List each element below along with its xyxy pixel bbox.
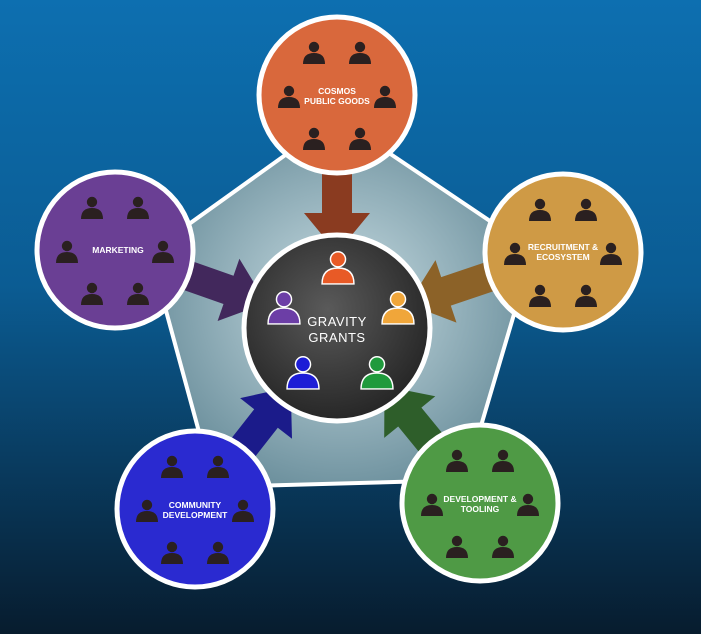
arrow-cosmos xyxy=(304,135,370,253)
node-development-label-line1: DEVELOPMENT & xyxy=(443,494,516,504)
node-cosmos-circle xyxy=(256,14,418,176)
center-member-icon xyxy=(381,291,415,325)
node-community-label-line2: DEVELOPMENT xyxy=(163,510,229,520)
node-cosmos-label-line1: COSMOS xyxy=(318,86,356,96)
center-member-icon xyxy=(360,356,394,390)
node-recruitment-label-line2: ECOSYSTEM xyxy=(536,252,589,262)
center-members xyxy=(267,251,415,390)
node-marketing: MARKETING xyxy=(34,169,196,331)
node-cosmos: COSMOS PUBLIC GOODS xyxy=(256,14,418,176)
node-community: COMMUNITY DEVELOPMENT xyxy=(114,428,276,590)
center-title-line2: GRANTS xyxy=(308,330,365,345)
outer-nodes: COSMOS PUBLIC GOODS RECRUITMENT & ECOSYS… xyxy=(34,14,644,590)
center-hub: GRAVITY GRANTS xyxy=(241,232,433,424)
node-development-label-line2: TOOLING xyxy=(461,504,500,514)
node-development-circle xyxy=(399,422,561,584)
center-member-icon xyxy=(321,251,355,285)
node-community-label-line1: COMMUNITY xyxy=(169,500,222,510)
node-community-circle xyxy=(114,428,276,590)
center-member-icon xyxy=(267,291,301,325)
node-recruitment: RECRUITMENT & ECOSYSTEM xyxy=(482,171,644,333)
node-development: DEVELOPMENT & TOOLING xyxy=(399,422,561,584)
center-title-line1: GRAVITY xyxy=(307,314,367,329)
node-recruitment-circle xyxy=(482,171,644,333)
node-marketing-circle xyxy=(34,169,196,331)
node-cosmos-label-line2: PUBLIC GOODS xyxy=(304,96,370,106)
node-marketing-label-line1: MARKETING xyxy=(92,245,144,255)
node-recruitment-label-line1: RECRUITMENT & xyxy=(528,242,598,252)
center-member-icon xyxy=(286,356,320,390)
